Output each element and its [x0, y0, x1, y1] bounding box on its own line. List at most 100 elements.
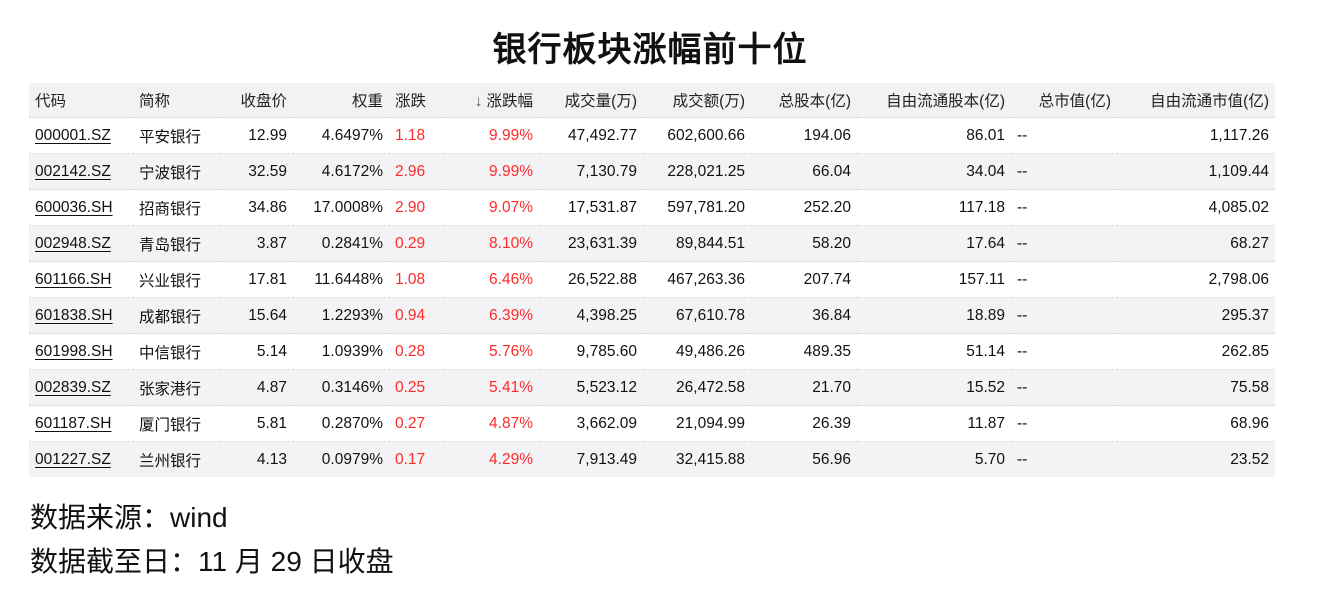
cell-change: 1.18 [395, 126, 426, 144]
cell-close: 32.59 [219, 153, 293, 190]
table-row[interactable]: 600036.SH 招商银行 34.86 17.0008% 2.90 9.07% 17,53… [29, 189, 1275, 226]
col-header-change[interactable]: 涨跌 [389, 83, 443, 118]
cell-weight: 0.2870% [321, 414, 383, 432]
cell-name: 张家港行 [133, 369, 219, 406]
cell-code[interactable]: 601838.SH [29, 297, 133, 334]
cell-name: 招商银行 [139, 200, 202, 218]
cell-total-shares: 58.20 [751, 225, 857, 262]
cell-weight: 0.3146% [293, 369, 389, 406]
cell-close: 34.86 [248, 198, 287, 216]
cell-amount: 89,844.51 [643, 225, 751, 262]
table-row[interactable]: 002142.SZ 宁波银行 32.59 4.6172% 2.96 9.99% 7,130.… [29, 153, 1275, 190]
table-row[interactable]: 601166.SH 兴业银行 17.81 11.6448% 1.08 6.46% 26,52… [29, 261, 1275, 298]
cell-total-mcap: -- [1011, 369, 1117, 406]
cell-float-shares: 5.70 [857, 441, 1011, 477]
cell-change-pct: 9.99% [489, 126, 533, 144]
table-row[interactable]: 002839.SZ 张家港行 4.87 0.3146% 0.25 5.41% 5,523.1… [29, 369, 1275, 406]
cell-name: 成都银行 [133, 297, 219, 334]
page-title: 银行板块涨幅前十位 [492, 30, 808, 70]
cell-code[interactable]: 600036.SH [35, 198, 113, 216]
cell-float-mcap: 75.58 [1117, 369, 1275, 406]
table-row[interactable]: 000001.SZ 平安银行 12.99 4.6497% 1.18 9.99% 47,492… [29, 117, 1275, 154]
cell-weight: 1.0939% [321, 342, 383, 360]
col-header-close[interactable]: 收盘价 [219, 83, 293, 118]
col-header-float-mcap[interactable]: 自由流通市值(亿) [1117, 83, 1275, 118]
col-header-name[interactable]: 简称 [133, 83, 219, 118]
cell-name: 中信银行 [139, 344, 202, 362]
cell-amount: 602,600.66 [667, 126, 745, 144]
cell-code[interactable]: 002948.SZ [29, 225, 133, 262]
cell-total-shares: 194.06 [803, 126, 851, 144]
cell-volume: 3,662.09 [576, 414, 637, 432]
arrow-down-icon: ↓ [474, 93, 483, 110]
cell-code[interactable]: 601187.SH [35, 414, 112, 432]
cell-close: 5.81 [256, 414, 287, 432]
cell-total-shares: 56.96 [751, 441, 857, 477]
cell-total-shares: 66.04 [751, 153, 857, 190]
cell-close: 3.87 [219, 225, 293, 262]
cell-close: 4.87 [219, 369, 293, 406]
cell-weight: 4.6172% [293, 153, 389, 190]
table-row[interactable]: 601998.SH 中信银行 5.14 1.0939% 0.28 5.76% 9,785.6… [29, 333, 1275, 370]
cell-code[interactable]: 601166.SH [35, 270, 112, 288]
cell-volume: 4,398.25 [539, 297, 643, 334]
cell-float-shares: 11.87 [967, 414, 1005, 432]
cell-code[interactable]: 000001.SZ [35, 126, 111, 144]
cell-float-mcap: 1,117.26 [1209, 126, 1269, 144]
cell-code[interactable]: 001227.SZ [29, 441, 133, 477]
cell-weight: 0.0979% [293, 441, 389, 477]
cell-total-shares: 26.39 [812, 414, 851, 432]
cell-float-shares: 51.14 [966, 342, 1005, 360]
cell-total-shares: 36.84 [751, 297, 857, 334]
cell-amount: 49,486.26 [676, 342, 745, 360]
data-source-label: 数据来源： [30, 501, 171, 534]
cell-float-shares: 117.18 [958, 198, 1005, 216]
col-header-amount[interactable]: 成交额(万) [643, 83, 751, 118]
cell-float-mcap: 68.96 [1230, 414, 1269, 432]
col-header-change-pct-label: 涨跌幅 [486, 93, 533, 110]
col-header-weight[interactable]: 权重 [293, 83, 389, 118]
cell-change-pct: 4.29% [443, 441, 539, 477]
cell-float-shares: 17.64 [857, 225, 1011, 262]
data-date-value: 11 月 29 日收盘 [198, 546, 394, 577]
cell-volume: 7,130.79 [539, 153, 643, 190]
col-header-total-shares[interactable]: 总股本(亿) [751, 83, 857, 118]
col-header-float-shares[interactable]: 自由流通股本(亿) [857, 83, 1011, 118]
cell-float-shares: 157.11 [958, 270, 1005, 288]
cell-total-shares: 21.70 [751, 369, 857, 406]
cell-code[interactable]: 002142.SZ [29, 153, 133, 190]
cell-close: 17.81 [248, 270, 287, 288]
cell-volume: 23,631.39 [539, 225, 643, 262]
cell-code[interactable]: 601998.SH [35, 342, 113, 360]
cell-float-shares: 15.52 [857, 369, 1011, 406]
cell-volume: 17,531.87 [568, 198, 637, 216]
cell-weight: 17.0008% [313, 198, 383, 216]
table-row[interactable]: 601838.SH 成都银行 15.64 1.2293% 0.94 6.39% 4,398.… [29, 297, 1275, 334]
col-header-change-pct[interactable]: ↓ 涨跌幅 [443, 83, 539, 118]
cell-change: 0.25 [389, 369, 443, 406]
cell-change: 0.94 [389, 297, 443, 334]
cell-close: 12.99 [248, 126, 287, 144]
cell-change: 2.90 [395, 198, 426, 216]
cell-float-mcap: 23.52 [1117, 441, 1275, 477]
table-header-row: 代码 简称 收盘价 权重 涨跌 ↓ 涨跌幅 成交量(万) 成交额(万) 总股本(亿… [29, 83, 1275, 118]
cell-change-pct: 5.41% [443, 369, 539, 406]
cell-weight: 4.6497% [321, 126, 383, 144]
cell-weight: 0.2841% [293, 225, 389, 262]
col-header-code[interactable]: 代码 [29, 83, 133, 118]
col-header-total-mcap[interactable]: 总市值(亿) [1011, 83, 1117, 118]
cell-change-pct: 5.76% [489, 342, 533, 360]
cell-code[interactable]: 002839.SZ [29, 369, 133, 406]
data-date-line: 数据截至日：11 月 29 日收盘 [30, 540, 394, 580]
cell-volume: 5,523.12 [539, 369, 643, 406]
cell-total-mcap: -- [1017, 126, 1028, 144]
table-row[interactable]: 002948.SZ 青岛银行 3.87 0.2841% 0.29 8.10% 23,631.… [29, 225, 1275, 262]
cell-float-mcap: 4,085.02 [1208, 198, 1269, 216]
table-row[interactable]: 601187.SH 厦门银行 5.81 0.2870% 0.27 4.87% 3,662.0… [29, 405, 1275, 442]
table-row[interactable]: 001227.SZ 兰州银行 4.13 0.0979% 0.17 4.29% 7,913.4… [29, 441, 1275, 477]
cell-amount: 67,610.78 [643, 297, 751, 334]
col-header-volume[interactable]: 成交量(万) [539, 83, 643, 118]
cell-amount: 467,263.36 [667, 270, 745, 288]
cell-name: 宁波银行 [133, 153, 219, 190]
data-source-value: wind [170, 502, 228, 533]
